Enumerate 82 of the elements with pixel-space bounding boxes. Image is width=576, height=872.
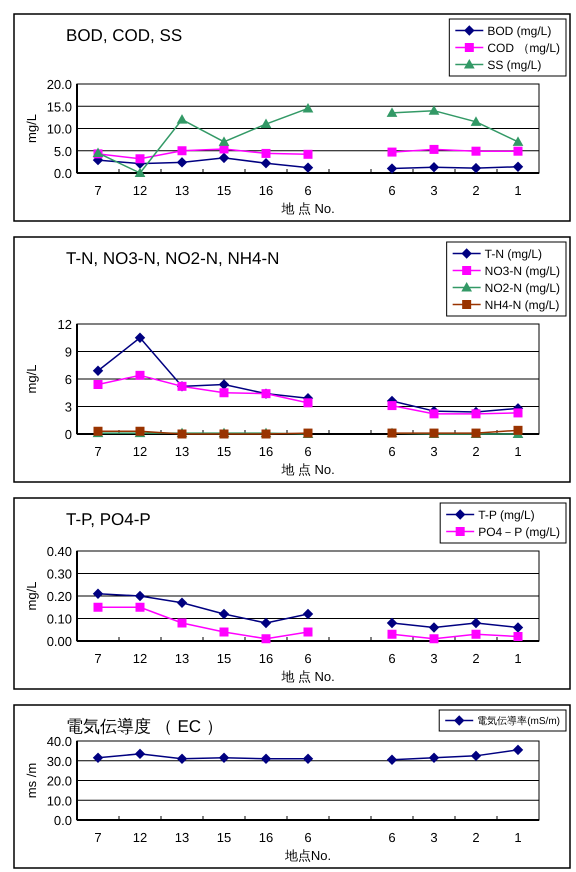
x-tick-label: 16 [258,183,274,198]
y-tick-label: 15.0 [46,99,72,114]
x-tick-label: 2 [472,830,480,845]
x-tick-label: 1 [514,830,522,845]
x-tick-label: 1 [514,444,522,459]
x-tick-label: 6 [304,183,312,198]
y-tick-label: 20.0 [46,774,72,788]
x-tick-label: 1 [514,651,522,666]
x-tick-label: 15 [216,830,232,845]
y-tick-label: 3 [64,400,72,414]
y-tick-label: 6 [64,372,72,387]
chart-title: BOD, COD, SS [66,26,182,45]
x-tick-label: 7 [94,444,102,459]
x-axis-title: 地 点 No. [280,462,335,477]
legend-label: SS (mg/L) [487,58,542,72]
y-axis-title: mg/L [24,364,39,394]
y-tick-label: 0.00 [46,634,72,649]
x-tick-label: 12 [132,183,148,198]
y-tick-label: 40.0 [46,734,72,749]
chart-title: T-N, NO3-N, NO2-N, NH4-N [66,249,280,268]
x-tick-label: 1 [514,183,522,198]
x-tick-label: 7 [94,830,102,845]
x-tick-label: 16 [258,651,274,666]
x-tick-label: 13 [174,183,190,198]
x-tick-label: 6 [388,830,396,845]
y-tick-label: 0.20 [46,589,72,604]
legend-label: NO3-N (mg/L) [484,264,560,278]
x-tick-label: 3 [430,183,438,198]
y-tick-label: 0.40 [46,544,72,559]
x-tick-label: 16 [258,444,274,459]
x-tick-label: 13 [174,830,190,845]
x-tick-label: 6 [388,651,396,666]
x-tick-label: 12 [132,444,148,459]
x-tick-label: 2 [472,444,480,459]
x-tick-label: 3 [430,444,438,459]
x-tick-label: 6 [304,444,312,459]
y-tick-label: 5.0 [54,144,72,159]
legend-label: T-N (mg/L) [484,246,542,261]
y-tick-label: 0.0 [54,813,72,828]
x-tick-label: 6 [304,830,312,845]
x-tick-label: 3 [430,830,438,845]
y-axis-title: mg/L [24,114,39,143]
x-tick-label: 3 [430,651,438,666]
legend-label: COD （mg/L) [487,40,560,55]
x-tick-label: 15 [216,183,232,198]
x-tick-label: 6 [304,651,312,666]
y-tick-label: 0 [64,427,72,442]
y-tick-label: 12 [58,317,72,332]
x-tick-label: 7 [94,651,102,666]
x-axis-title: 地点No. [284,848,332,863]
x-tick-label: 7 [94,183,102,198]
x-axis-title: 地 点 No. [280,669,335,684]
y-tick-label: 0.0 [54,166,72,181]
chart-title: 電気伝導度 （ EC ） [66,717,223,736]
y-tick-label: 10.0 [46,793,72,808]
legend-label: T-P (mg/L) [478,508,535,522]
legend-label: NO2-N (mg/L) [484,280,560,295]
y-axis-title: ms /m [24,762,39,798]
legend-label: PO4－P (mg/L) [478,524,560,539]
legend-label: BOD (mg/L) [487,24,552,38]
y-tick-label: 20.0 [46,77,72,92]
x-tick-label: 15 [216,444,232,459]
x-tick-label: 13 [174,651,190,666]
legend-label: 電気伝導率(mS/m) [477,715,560,728]
x-tick-label: 6 [388,444,396,459]
y-tick-label: 9 [64,344,72,360]
x-tick-label: 13 [174,444,190,459]
x-tick-label: 6 [388,183,396,198]
x-tick-label: 12 [132,830,148,845]
x-tick-label: 12 [132,651,148,666]
chart-title: T-P, PO4-P [66,510,151,529]
y-axis-title: mg/L [24,582,39,610]
y-tick-label: 30.0 [46,754,72,769]
legend-label: NH4-N (mg/L) [484,298,560,312]
x-tick-label: 16 [258,830,274,845]
y-tick-label: 0.30 [46,566,72,582]
x-tick-label: 2 [472,651,480,666]
x-axis-title: 地 点 No. [280,201,335,216]
y-tick-label: 0.10 [46,612,72,626]
x-tick-label: 15 [216,651,232,666]
y-tick-label: 10.0 [46,122,72,136]
x-tick-label: 2 [472,183,480,198]
